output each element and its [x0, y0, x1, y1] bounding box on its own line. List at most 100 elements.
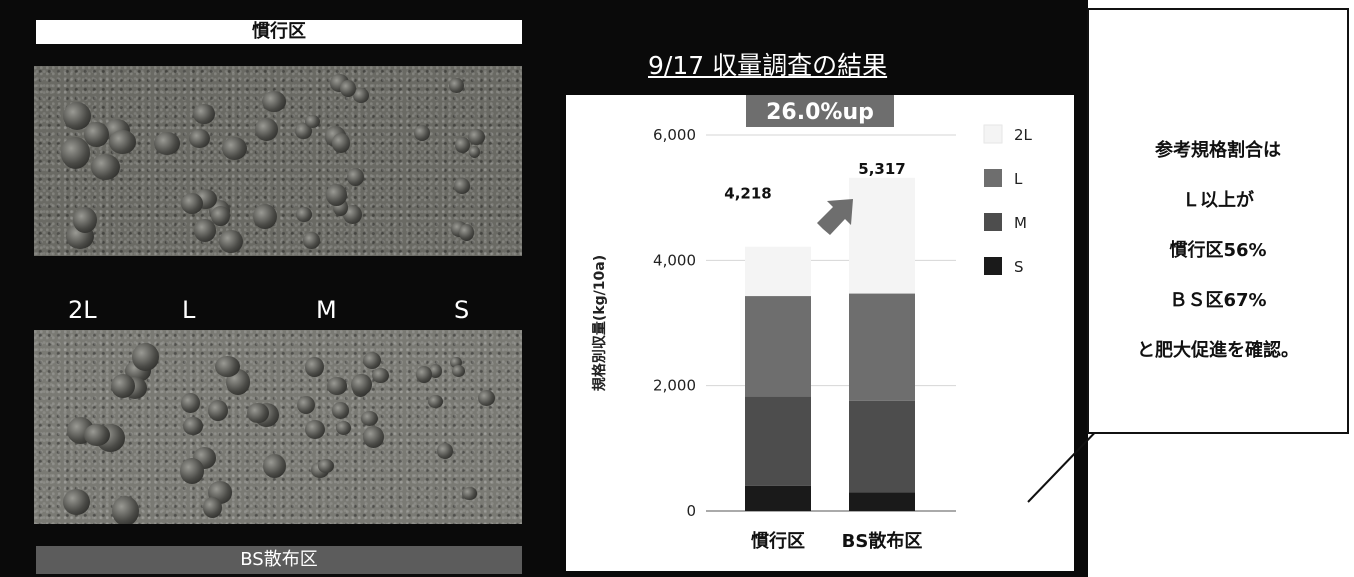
- potato-tuber: [263, 453, 286, 478]
- callout-line-3: 慣行区56%: [1169, 240, 1267, 261]
- potato-tuber: [317, 459, 334, 474]
- potato-tuber: [214, 356, 240, 378]
- potato-tuber: [362, 351, 382, 370]
- potato-tuber: [202, 496, 223, 518]
- potato-tuber: [180, 458, 205, 484]
- potato-tuber: [261, 90, 286, 113]
- callout-line-5: と肥大促進を確認。: [1137, 340, 1299, 361]
- potato-tuber: [252, 203, 277, 230]
- potato-tuber: [207, 400, 228, 421]
- potato-tuber: [428, 395, 443, 409]
- potato-tuber: [193, 219, 217, 243]
- chart-panel: 0 2,000 4,000 6,000 規格別収量(kg/10a) 慣行区 BS散布区 4,2…: [566, 95, 1074, 571]
- x-tick-label: BS散布区: [842, 530, 923, 552]
- potato-tuber: [305, 356, 324, 378]
- legend-swatch-l: [984, 169, 1002, 187]
- total-label: 4,218: [724, 185, 771, 203]
- potato-tuber: [180, 192, 203, 215]
- increase-arrow: [817, 199, 853, 235]
- potato-tuber: [469, 145, 481, 158]
- potato-tuber: [326, 377, 348, 395]
- bs-plot-photo: [34, 330, 522, 524]
- conventional-plot-photo: [34, 66, 522, 256]
- total-label: 5,317: [858, 160, 905, 178]
- potato-tuber: [111, 374, 136, 399]
- callout-line-1: 参考規格割合は: [1155, 140, 1281, 161]
- potato-tuber: [111, 496, 139, 524]
- bar-segment-l: [849, 293, 915, 401]
- yield-bar-chart: 0 2,000 4,000 6,000 規格別収量(kg/10a) 慣行区 BS散布区 4,2…: [591, 95, 1033, 552]
- potato-tuber: [336, 421, 352, 436]
- potato-tuber: [219, 229, 243, 253]
- bar-segment-l: [745, 296, 811, 397]
- potato-tuber: [296, 206, 313, 223]
- bs-plot-label: BS散布区: [36, 546, 522, 574]
- potato-tuber: [210, 205, 230, 227]
- potato-tuber: [153, 131, 181, 155]
- potato-tuber: [181, 393, 201, 414]
- size-label-m: M: [316, 296, 337, 324]
- callout-line-4: ＢＳ区67%: [1169, 290, 1267, 311]
- potato-tuber: [326, 184, 347, 206]
- bar-segment-2l: [849, 177, 915, 294]
- bar-segment-s: [849, 492, 915, 511]
- legend-label: S: [1014, 258, 1024, 276]
- potato-tuber: [415, 365, 432, 384]
- size-label-2l: 2L: [68, 296, 97, 324]
- legend-swatch-s: [984, 257, 1002, 275]
- potato-tuber: [454, 178, 471, 194]
- bar-segment-2l: [745, 246, 811, 297]
- potato-tuber: [331, 402, 350, 419]
- y-tick-label: 0: [686, 502, 696, 520]
- potato-tuber: [458, 224, 474, 241]
- potato-tuber: [303, 231, 320, 249]
- potato-tuber: [371, 367, 389, 384]
- conventional-plot-label: 慣行区: [36, 20, 522, 44]
- potato-tuber: [449, 356, 462, 369]
- annotation-text: 26.0%up: [766, 100, 874, 125]
- potato-tuber: [132, 342, 160, 371]
- callout-box: 参考規格割合は Ｌ以上が 慣行区56% ＢＳ区67% と肥大促進を確認。: [1087, 8, 1349, 434]
- potato-tuber: [332, 133, 351, 153]
- legend-label: L: [1014, 170, 1023, 188]
- potato-tuber: [353, 87, 370, 103]
- callout-line-2: Ｌ以上が: [1182, 190, 1254, 211]
- y-tick-label: 6,000: [653, 126, 696, 144]
- potato-tuber: [454, 137, 470, 153]
- potato-tuber: [222, 136, 247, 160]
- legend-label: M: [1014, 214, 1027, 232]
- legend-label: 2L: [1014, 126, 1033, 144]
- bar-segment-s: [745, 485, 811, 511]
- x-tick-label: 慣行区: [750, 530, 805, 552]
- potato-tuber: [296, 396, 315, 415]
- potato-tuber: [462, 487, 477, 500]
- potato-tuber: [304, 114, 321, 128]
- potato-tuber: [351, 374, 372, 396]
- potato-tuber: [361, 410, 379, 427]
- y-axis-label: 規格別収量(kg/10a): [591, 255, 608, 391]
- legend-swatch-m: [984, 213, 1002, 231]
- potato-tuber: [193, 103, 215, 125]
- potato-tuber: [183, 416, 203, 436]
- potato-tuber: [255, 117, 279, 141]
- potato-tuber: [362, 426, 384, 449]
- y-tick-label: 4,000: [653, 251, 696, 269]
- legend-swatch-2l: [983, 124, 1003, 144]
- potato-tuber: [414, 125, 431, 142]
- bar-segment-m: [745, 396, 811, 486]
- y-tick-label: 2,000: [653, 377, 696, 395]
- potato-tuber: [451, 365, 465, 378]
- chart-title: 9/17 収量調査の結果: [648, 51, 888, 80]
- potato-tuber: [347, 168, 365, 187]
- annotation-badge: [746, 95, 894, 127]
- potato-tuber: [449, 78, 464, 94]
- potato-tuber: [429, 363, 443, 378]
- potato-tuber: [62, 101, 91, 131]
- size-label-l: L: [182, 296, 196, 324]
- potato-tuber: [61, 137, 91, 169]
- potato-tuber: [436, 442, 454, 459]
- potato-tuber: [188, 128, 210, 149]
- potato-tuber: [90, 154, 121, 181]
- potato-tuber: [109, 130, 136, 155]
- potato-tuber: [62, 489, 90, 516]
